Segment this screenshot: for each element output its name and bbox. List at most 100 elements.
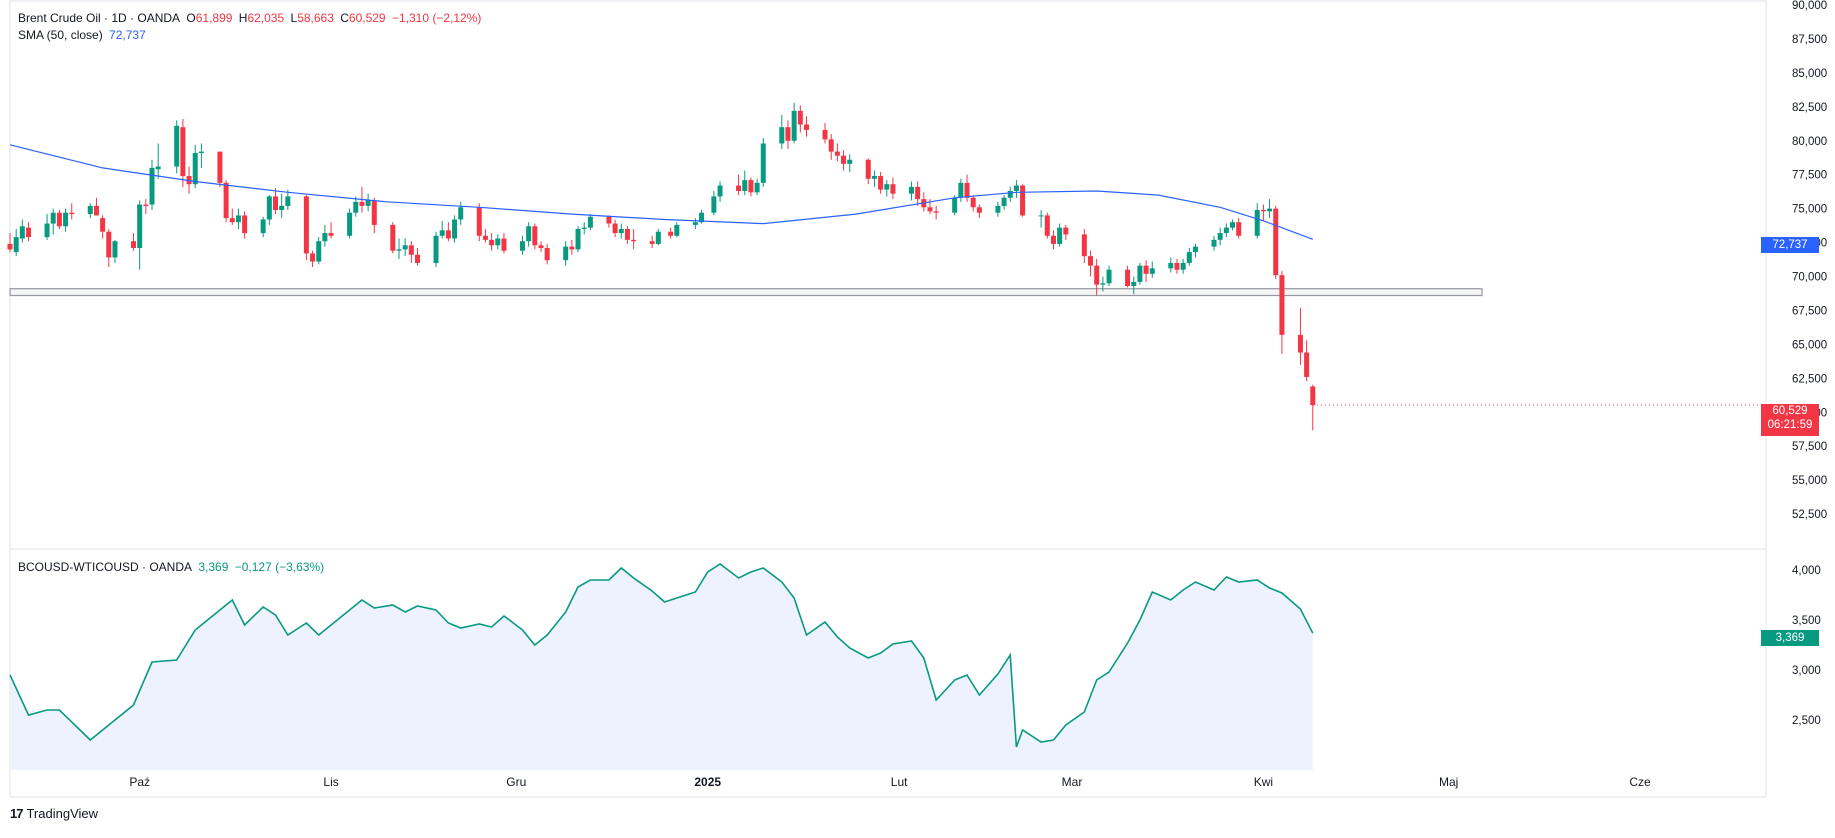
candle [1168,257,1174,273]
candle-body [445,230,451,239]
candle-body [1038,215,1044,217]
high-value: 62,035 [247,11,285,25]
candle-body [223,182,229,219]
candle [174,120,180,174]
candle [476,203,482,242]
candle [198,143,204,168]
candle-body [476,207,482,236]
candle-body [489,239,495,246]
spread-axis-tick-label: 3,500 [1792,615,1821,627]
candle-body [310,253,316,262]
candle [878,171,884,194]
candle [890,177,896,200]
price-axis-tick-label: 87,500 [1792,34,1827,46]
candle [56,209,62,229]
candle [742,170,748,196]
time-axis-tick-label: Paź [129,775,150,789]
candle-body [878,176,884,190]
candle-body [217,151,223,183]
candle-body [1044,215,1050,236]
spread-change: −0,127 (−3,63%) [234,560,325,574]
candle [803,116,809,137]
candle [921,192,927,212]
candle [612,219,618,238]
candle-body [958,182,964,198]
candle [371,197,377,234]
candle [1088,250,1094,277]
candle [871,170,877,187]
sma-legend[interactable]: SMA (50, close) 72,737 [18,28,149,42]
candle-body [192,152,198,185]
candle-body [1310,386,1316,406]
candle-body [353,201,359,213]
time-axis-tick-label: Mar [1062,775,1083,789]
candle [285,189,291,210]
candle-body [847,159,853,164]
candle-body [1013,185,1019,191]
candle [563,241,569,266]
candle-body [19,226,25,239]
candle [970,195,976,212]
candle [1254,203,1260,239]
candle-body [439,230,445,236]
open-label: O [186,11,196,25]
symbol-label[interactable]: Brent Crude Oil · 1D · OANDA [18,11,181,25]
candle [519,235,525,255]
candle [353,196,359,217]
candle-body [1149,268,1155,274]
candle-body [229,218,235,223]
price-axis-tick-label: 52,500 [1792,509,1827,521]
tradingview-footer[interactable]: 17 TradingView [10,806,98,821]
candle-body [797,110,803,125]
candle-body [1050,235,1056,244]
candle-body [433,235,439,263]
countdown-value: 06:21:59 [1767,419,1813,431]
candle [223,180,229,223]
candle-body [1236,222,1242,236]
candle-body [1260,209,1266,212]
candle-body [871,176,877,179]
candle [736,174,742,196]
candle-body [1081,234,1087,257]
candle [847,154,853,172]
candle-body [1137,265,1143,282]
candle-body [952,197,958,213]
candle [106,228,112,267]
price-axis-tick-label: 77,500 [1792,170,1827,182]
candle-body [1063,227,1069,235]
candle [1211,235,1217,251]
candle [1038,209,1044,228]
candle [865,158,871,185]
candle-body [266,196,272,220]
last-price-value: 60,529 [1772,405,1808,417]
candle [834,143,840,162]
candle-body [303,196,309,254]
candle [1192,243,1198,258]
candle [754,178,760,196]
candle [933,205,939,220]
candle [618,223,624,239]
candle-body [1192,246,1198,253]
candle-body [970,197,976,208]
sma-label: SMA (50, close) [18,28,103,42]
candle [445,222,451,242]
candle [347,208,353,239]
tradingview-brand: TradingView [26,806,99,821]
tradingview-logo-icon: 17 [10,806,24,821]
spread-legend[interactable]: BCOUSD-WTICOUSD · OANDA 3,369 −0,127 (−3… [18,560,327,574]
spread-axis-tick-label: 2,500 [1792,715,1821,727]
candle-body [1125,269,1131,287]
candle [1230,219,1236,231]
candle [50,208,56,235]
candle-body [624,228,630,240]
open-value: 61,899 [195,11,233,25]
candle [408,241,414,263]
candle [495,234,501,250]
candle [13,228,19,257]
close-value: 60,529 [348,11,386,25]
candle [668,227,674,239]
candle-body [519,241,525,251]
candle-body [402,245,408,250]
